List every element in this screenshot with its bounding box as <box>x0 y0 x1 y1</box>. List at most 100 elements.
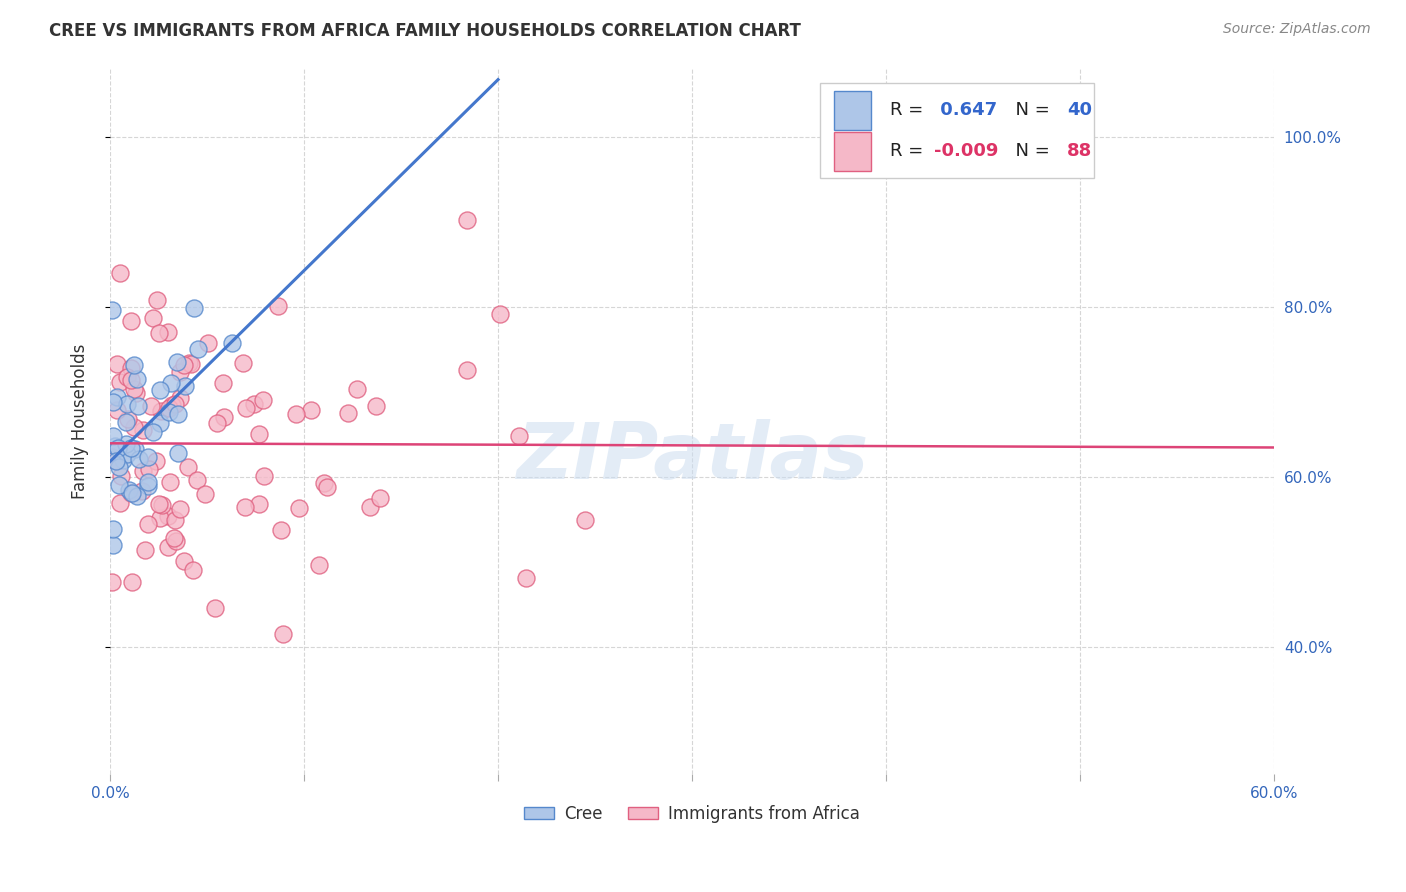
Point <box>145 454 167 468</box>
FancyBboxPatch shape <box>820 83 1094 178</box>
Point <box>115 447 138 461</box>
Point <box>108 375 131 389</box>
Point <box>118 483 141 497</box>
Point <box>312 476 335 491</box>
Point <box>101 538 124 552</box>
Point <box>138 462 160 476</box>
Point <box>115 397 138 411</box>
Point <box>247 497 270 511</box>
Point <box>173 554 195 568</box>
Point <box>180 357 202 371</box>
Point <box>131 484 153 499</box>
Text: -0.009: -0.009 <box>934 142 998 161</box>
Point <box>136 475 159 490</box>
Point <box>315 479 337 493</box>
Point <box>108 478 131 492</box>
Text: R =: R = <box>890 101 929 120</box>
Point <box>125 386 148 401</box>
Point <box>267 299 290 313</box>
Point <box>232 356 254 370</box>
Point <box>101 575 124 590</box>
Text: Source: ZipAtlas.com: Source: ZipAtlas.com <box>1223 22 1371 37</box>
Point <box>120 485 142 500</box>
Point <box>169 365 191 379</box>
Point <box>103 453 125 467</box>
Text: N =: N = <box>1004 101 1056 120</box>
Point <box>456 212 478 227</box>
Text: 40: 40 <box>1067 101 1092 120</box>
Point <box>197 336 219 351</box>
Point <box>233 500 256 515</box>
Point <box>166 407 188 421</box>
Point <box>134 543 156 558</box>
FancyBboxPatch shape <box>834 132 872 171</box>
Point <box>508 428 530 442</box>
Point <box>211 376 233 390</box>
Point <box>101 429 124 443</box>
Point <box>169 502 191 516</box>
Point <box>205 416 228 430</box>
Point <box>132 423 155 437</box>
Point <box>110 469 132 483</box>
Point <box>138 450 160 465</box>
Point <box>115 370 138 384</box>
Point <box>112 453 135 467</box>
Point <box>103 522 125 536</box>
Point <box>159 475 181 489</box>
Point <box>364 399 387 413</box>
Point <box>149 416 172 430</box>
Point <box>252 393 274 408</box>
Point <box>139 399 162 413</box>
Point <box>165 513 187 527</box>
Point <box>124 442 146 456</box>
Point <box>136 516 159 531</box>
Point <box>101 302 124 317</box>
FancyBboxPatch shape <box>834 91 872 130</box>
Point <box>249 426 271 441</box>
Point <box>132 464 155 478</box>
Point <box>167 446 190 460</box>
Point <box>148 497 170 511</box>
Point <box>308 558 330 573</box>
Point <box>299 403 322 417</box>
Point <box>122 420 145 434</box>
Point <box>368 491 391 505</box>
Point <box>152 498 174 512</box>
Point <box>186 473 208 487</box>
Point <box>204 601 226 615</box>
Point <box>157 540 180 554</box>
Point <box>105 390 128 404</box>
Point <box>489 307 512 321</box>
Point <box>142 311 165 326</box>
Point <box>136 479 159 493</box>
Point <box>105 403 128 417</box>
Point <box>165 533 187 548</box>
Point <box>212 410 235 425</box>
Point <box>181 564 204 578</box>
Point <box>157 508 180 523</box>
Point <box>107 441 129 455</box>
Point <box>515 571 537 585</box>
Point <box>124 382 146 396</box>
Point <box>157 401 180 416</box>
Point <box>271 626 294 640</box>
Point <box>142 425 165 440</box>
Point <box>160 376 183 391</box>
Text: 88: 88 <box>1067 142 1092 161</box>
Point <box>108 496 131 510</box>
Point <box>104 454 127 468</box>
Point <box>173 358 195 372</box>
Point <box>125 489 148 503</box>
Point <box>346 382 368 396</box>
Point <box>121 486 143 500</box>
Point <box>149 383 172 397</box>
Text: ZIPatlas: ZIPatlas <box>516 418 868 495</box>
Point <box>169 391 191 405</box>
Point <box>456 363 478 377</box>
Point <box>120 360 142 375</box>
Text: 0.647: 0.647 <box>934 101 997 120</box>
Point <box>243 397 266 411</box>
Point <box>121 575 143 590</box>
Point <box>287 501 309 516</box>
Point <box>127 372 149 386</box>
